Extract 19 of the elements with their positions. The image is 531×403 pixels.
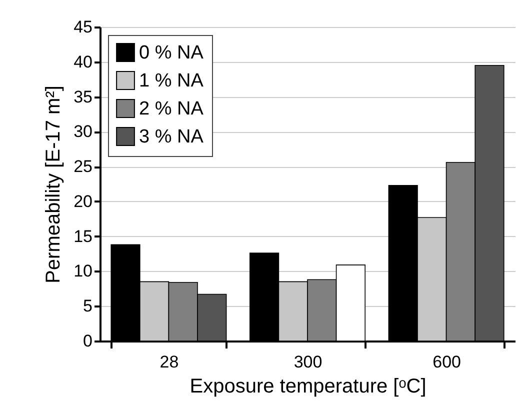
y-tick-label: 20 xyxy=(74,192,92,211)
legend-label: 3 % NA xyxy=(139,126,204,148)
legend-label: 1 % NA xyxy=(139,70,204,92)
y-tick-label: 15 xyxy=(74,226,92,246)
x-tick-label: 600 xyxy=(432,352,461,372)
x-axis-title: Exposure temperature [ᵒC] xyxy=(190,376,426,398)
legend-label: 2 % NA xyxy=(139,98,204,120)
legend-label: 0 % NA xyxy=(139,42,204,64)
x-tick-label: 28 xyxy=(160,352,179,372)
y-tick-label: 35 xyxy=(74,87,92,106)
y-tick-label: 10 xyxy=(74,262,92,281)
x-tick-label: 300 xyxy=(294,352,322,372)
y-tick-label: 45 xyxy=(74,18,92,36)
y-tick-label: 25 xyxy=(74,157,92,176)
y-tick-label: 0 xyxy=(83,332,92,350)
y-tick-label: 5 xyxy=(83,296,92,316)
y-tick-label: 30 xyxy=(74,122,92,142)
y-tick-label: 40 xyxy=(74,52,92,72)
y-axis-title: Permeability [E-17 m²] xyxy=(42,86,65,284)
